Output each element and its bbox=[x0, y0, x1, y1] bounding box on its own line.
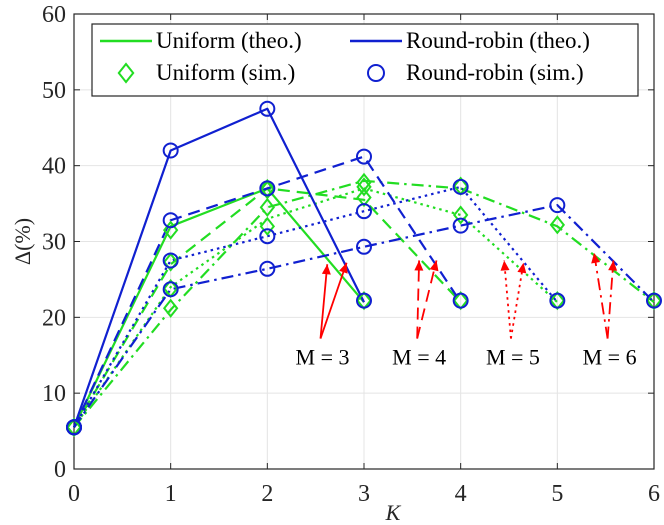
series-line-uniform-m3 bbox=[73, 187, 365, 428]
point-uniform-m6 bbox=[549, 215, 566, 235]
point-uniform-m3 bbox=[162, 220, 179, 240]
x-tick-label: 3 bbox=[358, 481, 370, 507]
point-round-robin-m4 bbox=[356, 148, 372, 165]
series-line-round-robin-m4 bbox=[73, 155, 462, 428]
point-round-robin-m5 bbox=[549, 292, 566, 309]
annotation-arrow-m4 bbox=[416, 260, 438, 339]
y-tick-label: 20 bbox=[42, 305, 66, 331]
point-round-robin-m5 bbox=[356, 203, 372, 220]
annotation-arrow-m3 bbox=[319, 264, 329, 339]
annotation-arrowhead-m4 bbox=[429, 260, 439, 272]
point-round-robin-m5 bbox=[259, 228, 276, 245]
x-tick-label: 5 bbox=[551, 481, 563, 507]
point-uniform-m6 bbox=[162, 298, 179, 318]
annotation-label-m5: M = 5 bbox=[486, 345, 540, 370]
legend-swatch-diamond bbox=[117, 62, 135, 84]
annotation-label-m6: M = 6 bbox=[583, 345, 637, 370]
annotation-label-m4: M = 4 bbox=[392, 345, 446, 370]
point-uniform-m6 bbox=[259, 197, 276, 217]
series-line-round-robin-m6 bbox=[73, 204, 655, 428]
point-round-robin-m5 bbox=[452, 178, 469, 195]
legend: Uniform (theo.) Round-robin (theo.) Unifor… bbox=[91, 23, 639, 97]
x-tick-label: 6 bbox=[648, 481, 660, 507]
point-round-robin-m6 bbox=[549, 197, 566, 214]
annotation-arrow-m5 bbox=[510, 262, 525, 339]
annotations: M = 3 M = 4 M = 5 M = 6 bbox=[296, 252, 637, 370]
point-round-robin-m3 bbox=[259, 100, 276, 117]
y-axis-label: Δ(%) bbox=[10, 218, 35, 265]
point-uniform-m4 bbox=[162, 252, 179, 272]
y-tick-label: 30 bbox=[42, 230, 66, 256]
point-round-robin-m4 bbox=[162, 212, 179, 229]
annotation-arrowhead-m3 bbox=[339, 262, 348, 274]
series-lines bbox=[72, 107, 655, 428]
legend-box bbox=[91, 23, 639, 97]
y-tick-label: 50 bbox=[42, 78, 66, 104]
legend-label: Uniform (theo.) bbox=[156, 28, 302, 53]
series-line-round-robin-m3 bbox=[72, 107, 365, 428]
x-axis-label: K bbox=[385, 500, 402, 525]
annotation-arrow-m4 bbox=[416, 260, 420, 339]
series-line-uniform-m6 bbox=[73, 179, 655, 428]
annotation-label-m3: M = 3 bbox=[296, 345, 350, 370]
point-round-robin-m5 bbox=[162, 252, 179, 269]
annotation-arrowhead-m5 bbox=[517, 262, 527, 274]
x-tick-label: 4 bbox=[455, 481, 467, 507]
annotation-arrowhead-m6 bbox=[591, 252, 601, 264]
point-uniform-m5 bbox=[259, 216, 276, 236]
annotation-arrowhead-m5 bbox=[500, 260, 510, 271]
point-round-robin-m4 bbox=[452, 292, 469, 309]
annotation-arrow-m3 bbox=[319, 262, 348, 339]
point-round-robin-m3 bbox=[356, 292, 372, 309]
point-round-robin-m6 bbox=[66, 419, 82, 436]
x-tick-label: 1 bbox=[165, 481, 177, 507]
series-line-uniform-m5 bbox=[73, 187, 559, 428]
annotation-arrowhead-m3 bbox=[321, 264, 331, 275]
y-tick-label: 40 bbox=[42, 154, 66, 180]
point-round-robin-m4 bbox=[259, 180, 276, 197]
y-tick-label: 10 bbox=[42, 381, 66, 407]
x-tick-label: 2 bbox=[261, 481, 273, 507]
point-round-robin-m6 bbox=[162, 281, 179, 298]
legend-label: Uniform (sim.) bbox=[156, 60, 295, 85]
point-uniform-m5 bbox=[452, 205, 469, 225]
point-uniform-m4 bbox=[356, 187, 372, 208]
annotation-arrow-m5 bbox=[503, 260, 512, 339]
legend-label: Round-robin (sim.) bbox=[406, 60, 584, 85]
point-round-robin-m6 bbox=[259, 260, 276, 277]
annotation-arrow-m6 bbox=[593, 252, 609, 339]
annotation-arrowhead-m6 bbox=[608, 260, 618, 271]
annotation-arrow-m6 bbox=[606, 260, 615, 339]
series-markers bbox=[66, 100, 662, 437]
point-round-robin-m6 bbox=[356, 238, 372, 255]
point-round-robin-m6 bbox=[452, 217, 469, 234]
y-tick-label: 60 bbox=[42, 2, 66, 28]
axes bbox=[73, 13, 655, 470]
legend-swatch-circle bbox=[367, 64, 385, 82]
point-round-robin-m6 bbox=[646, 292, 662, 309]
point-uniform-m6 bbox=[356, 172, 372, 192]
point-round-robin-m3 bbox=[162, 142, 179, 159]
annotation-arrowhead-m4 bbox=[414, 260, 424, 271]
x-tick-label: 0 bbox=[68, 481, 80, 507]
y-tick-label: 0 bbox=[54, 457, 66, 483]
legend-label: Round-robin (theo.) bbox=[406, 28, 590, 53]
